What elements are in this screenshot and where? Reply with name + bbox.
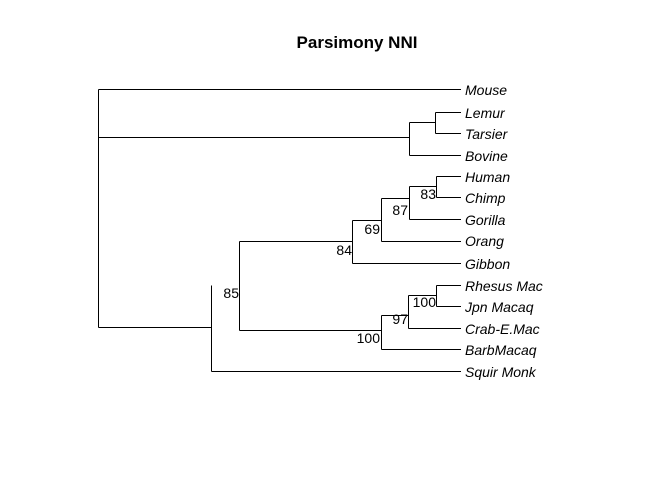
- support-label-african-apes: 87: [392, 202, 408, 218]
- tip-label-human: Human: [465, 169, 510, 185]
- support-label-rhesus-jpn-crab: 97: [392, 311, 408, 327]
- tip-label-bovine: Bovine: [465, 148, 508, 164]
- tree-title: Parsimony NNI: [297, 33, 418, 52]
- tip-label-lemur: Lemur: [465, 105, 506, 121]
- support-label-human-chimp: 83: [420, 186, 436, 202]
- tip-label-mouse: Mouse: [465, 82, 507, 98]
- tip-labels: Mouse Lemur Tarsier Bovine Human Chimp G…: [464, 82, 543, 380]
- support-labels: 83 87 69 84 100 97 100 85: [223, 186, 436, 346]
- tip-label-chimp: Chimp: [465, 190, 506, 206]
- support-label-catarrhines: 85: [223, 285, 239, 301]
- support-label-rhesus-jpn: 100: [413, 294, 437, 310]
- tip-label-squir-monk: Squir Monk: [465, 364, 537, 380]
- tip-label-barbmacaq: BarbMacaq: [465, 342, 537, 358]
- support-label-hominoids: 84: [336, 242, 352, 258]
- tree-branches: [98, 89, 461, 372]
- tip-label-crab-e-mac: Crab-E.Mac: [465, 321, 540, 337]
- tip-label-orang: Orang: [465, 233, 504, 249]
- tip-label-jpn-macaq: Jpn Macaq: [464, 299, 534, 315]
- tip-label-tarsier: Tarsier: [465, 126, 509, 142]
- support-label-great-apes: 69: [364, 221, 380, 237]
- tip-label-rhesus-mac: Rhesus Mac: [465, 278, 543, 294]
- tip-label-gibbon: Gibbon: [465, 256, 510, 272]
- tip-label-gorilla: Gorilla: [465, 212, 506, 228]
- support-label-macaques: 100: [357, 330, 381, 346]
